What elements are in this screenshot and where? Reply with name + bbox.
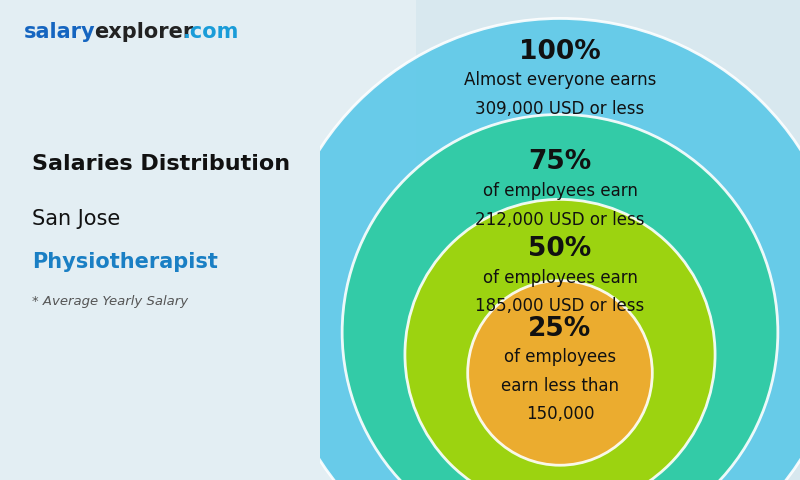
Circle shape: [274, 18, 800, 480]
Text: Physiotherapist: Physiotherapist: [32, 252, 218, 272]
Text: .com: .com: [182, 22, 238, 42]
Text: 100%: 100%: [519, 39, 601, 65]
Text: 75%: 75%: [528, 149, 592, 176]
Text: of employees earn: of employees earn: [482, 269, 638, 287]
FancyBboxPatch shape: [0, 0, 416, 480]
Text: of employees earn: of employees earn: [482, 182, 638, 200]
Circle shape: [405, 199, 715, 480]
Text: of employees: of employees: [504, 348, 616, 366]
Text: 25%: 25%: [528, 316, 592, 342]
Text: explorer: explorer: [94, 22, 194, 42]
Text: 309,000 USD or less: 309,000 USD or less: [475, 100, 645, 118]
Circle shape: [342, 114, 778, 480]
Text: San Jose: San Jose: [32, 209, 120, 229]
Text: earn less than: earn less than: [501, 377, 619, 395]
Text: 50%: 50%: [528, 236, 592, 262]
Text: salary: salary: [24, 22, 96, 42]
Text: 150,000: 150,000: [526, 406, 594, 423]
Text: * Average Yearly Salary: * Average Yearly Salary: [32, 295, 188, 308]
Text: 185,000 USD or less: 185,000 USD or less: [475, 298, 645, 315]
Text: 212,000 USD or less: 212,000 USD or less: [475, 211, 645, 228]
Circle shape: [468, 281, 652, 465]
Text: Salaries Distribution: Salaries Distribution: [32, 154, 290, 174]
Text: Almost everyone earns: Almost everyone earns: [464, 72, 656, 89]
